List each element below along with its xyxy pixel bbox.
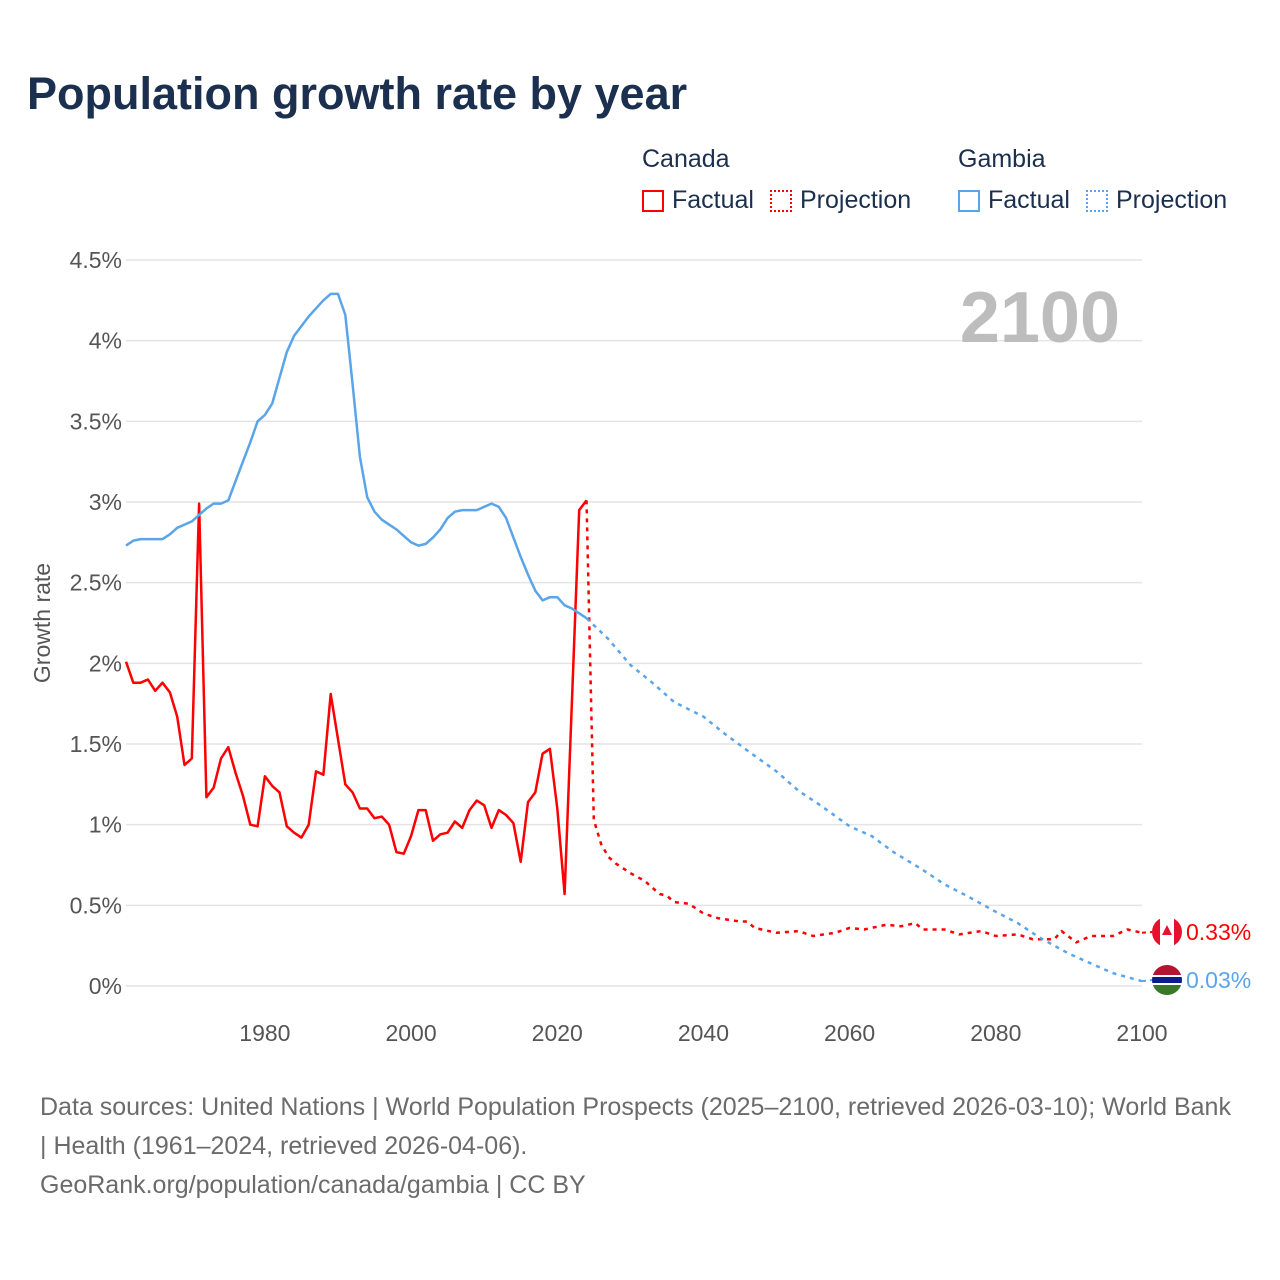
legend-canada-projection[interactable]: Projection bbox=[769, 186, 912, 215]
dotted-swatch-icon bbox=[1085, 189, 1108, 212]
x-tick-label: 2040 bbox=[678, 1020, 729, 1046]
legend-gambia: Gambia Factual Projection bbox=[958, 145, 1243, 215]
footer: Data sources: United Nations | World Pop… bbox=[40, 1088, 1240, 1205]
x-tick-label: 2020 bbox=[532, 1020, 583, 1046]
maple-leaf-icon bbox=[1162, 925, 1172, 935]
flag-blue bbox=[1152, 977, 1182, 983]
solid-swatch-icon bbox=[642, 189, 664, 212]
y-tick-label: 3.5% bbox=[70, 408, 122, 434]
canada-flag-icon bbox=[1152, 917, 1182, 947]
x-tick-label: 2080 bbox=[970, 1020, 1021, 1046]
x-tick-label: 1980 bbox=[239, 1020, 290, 1046]
x-tick-label: 2000 bbox=[385, 1020, 436, 1046]
series-canada-projection-line bbox=[585, 500, 1143, 944]
legend-group-name: Gambia bbox=[958, 145, 1046, 173]
legend-label: Projection bbox=[1115, 186, 1228, 214]
series-gambia-projection-line bbox=[585, 617, 1143, 983]
flag-red-right bbox=[1174, 917, 1182, 947]
legend-label: Projection bbox=[799, 186, 912, 214]
legend-group-name: Canada bbox=[642, 145, 730, 173]
end-value-label: 0.33% bbox=[1186, 919, 1251, 945]
y-tick-label: 0% bbox=[89, 973, 122, 999]
y-tick-label: 1% bbox=[89, 812, 122, 838]
series-gambia-factual-line bbox=[125, 292, 588, 620]
chart-title: Population growth rate by year bbox=[27, 68, 688, 119]
end-value-label: 0.03% bbox=[1186, 967, 1251, 993]
end-connector bbox=[1141, 931, 1153, 934]
data-sources: Data sources: United Nations | World Pop… bbox=[40, 1093, 1231, 1160]
y-tick-label: 0.5% bbox=[70, 892, 122, 918]
series-canada-factual-line bbox=[124, 499, 588, 896]
x-tick-label: 2100 bbox=[1116, 1020, 1167, 1046]
flag-red-left bbox=[1152, 917, 1160, 947]
legend-canada: Canada Factual Projection bbox=[642, 145, 927, 215]
legend-gambia-projection[interactable]: Projection bbox=[1085, 186, 1228, 215]
y-tick-label: 1.5% bbox=[70, 731, 122, 757]
legend-label: Factual bbox=[988, 186, 1070, 214]
gambia-flag-icon bbox=[1152, 965, 1182, 995]
y-tick-label: 4.5% bbox=[70, 247, 122, 273]
flag-red bbox=[1152, 965, 1182, 975]
legend-gambia-factual[interactable]: Factual bbox=[958, 186, 1070, 215]
flag-green bbox=[1152, 985, 1182, 995]
y-axis-label: Growth rate bbox=[29, 563, 55, 683]
x-tick-label: 2060 bbox=[824, 1020, 875, 1046]
solid-swatch-icon bbox=[958, 189, 980, 212]
legend-canada-factual[interactable]: Factual bbox=[642, 186, 754, 215]
credit-link[interactable]: GeoRank.org/population/canada/gambia | C… bbox=[40, 1171, 586, 1199]
end-connector bbox=[1141, 979, 1153, 983]
y-tick-label: 2.5% bbox=[70, 570, 122, 596]
y-tick-label: 4% bbox=[89, 328, 122, 354]
dotted-swatch-icon bbox=[769, 189, 792, 212]
year-label: 2100 bbox=[960, 278, 1120, 358]
y-tick-label: 2% bbox=[89, 650, 122, 676]
legend-label: Factual bbox=[672, 186, 754, 214]
y-tick-label: 3% bbox=[89, 489, 122, 515]
